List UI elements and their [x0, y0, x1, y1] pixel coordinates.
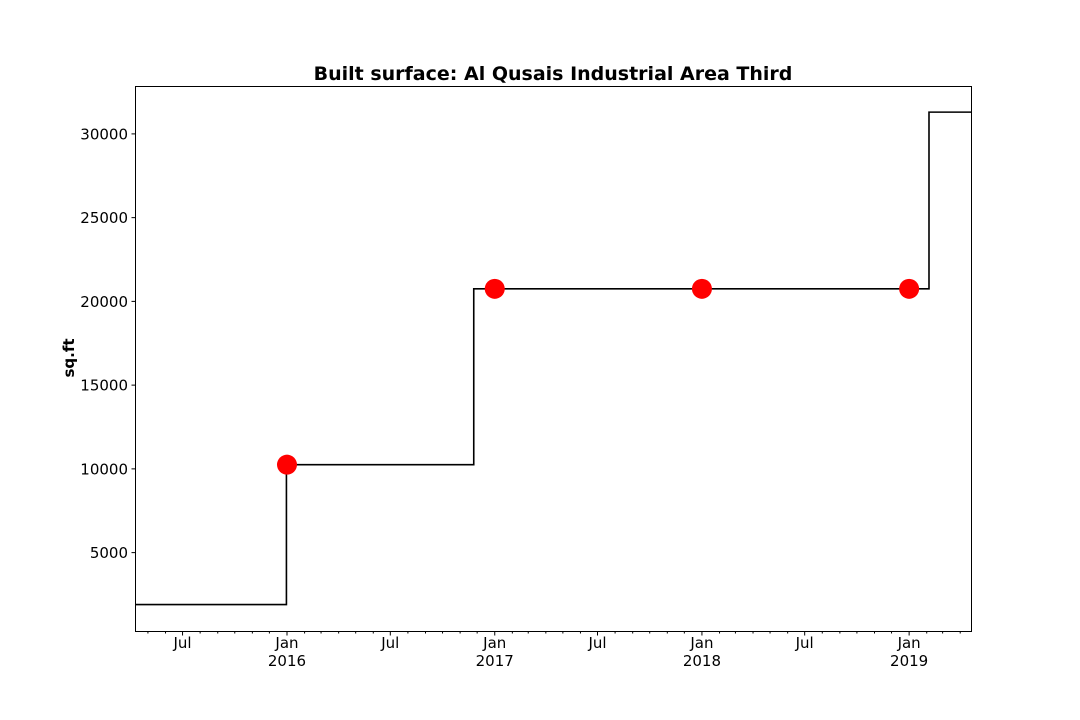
x-tick-year-label: 2017 [476, 652, 514, 670]
built-surface-step-line [136, 111, 971, 606]
y-tick-label: 30000 [80, 125, 128, 143]
x-tick-year-label: 2016 [268, 652, 306, 670]
x-tick-label: Jul [380, 634, 399, 652]
y-tick-label: 10000 [80, 460, 128, 478]
observation-marker [484, 278, 505, 299]
observation-marker [691, 278, 712, 299]
x-tick-label: Jan [482, 634, 506, 652]
x-tick-label: Jul [587, 634, 606, 652]
y-axis-label: sq.ft [60, 338, 78, 377]
chart-title: Built surface: Al Qusais Industrial Area… [314, 63, 793, 85]
y-tick-label: 5000 [90, 544, 128, 562]
x-tick-year-label: 2019 [890, 652, 928, 670]
y-tick-label: 25000 [80, 209, 128, 227]
x-tick-year-label: 2018 [683, 652, 721, 670]
plot-frame [135, 86, 972, 632]
y-tick-label: 20000 [80, 293, 128, 311]
x-tick-label: Jan [689, 634, 713, 652]
x-tick-label: Jan [897, 634, 921, 652]
x-tick-label: Jul [795, 634, 814, 652]
observation-marker [276, 454, 297, 475]
observation-marker [899, 278, 920, 299]
y-tick-label: 15000 [80, 377, 128, 395]
x-tick-label: Jul [172, 634, 191, 652]
x-tick-label: Jan [274, 634, 298, 652]
